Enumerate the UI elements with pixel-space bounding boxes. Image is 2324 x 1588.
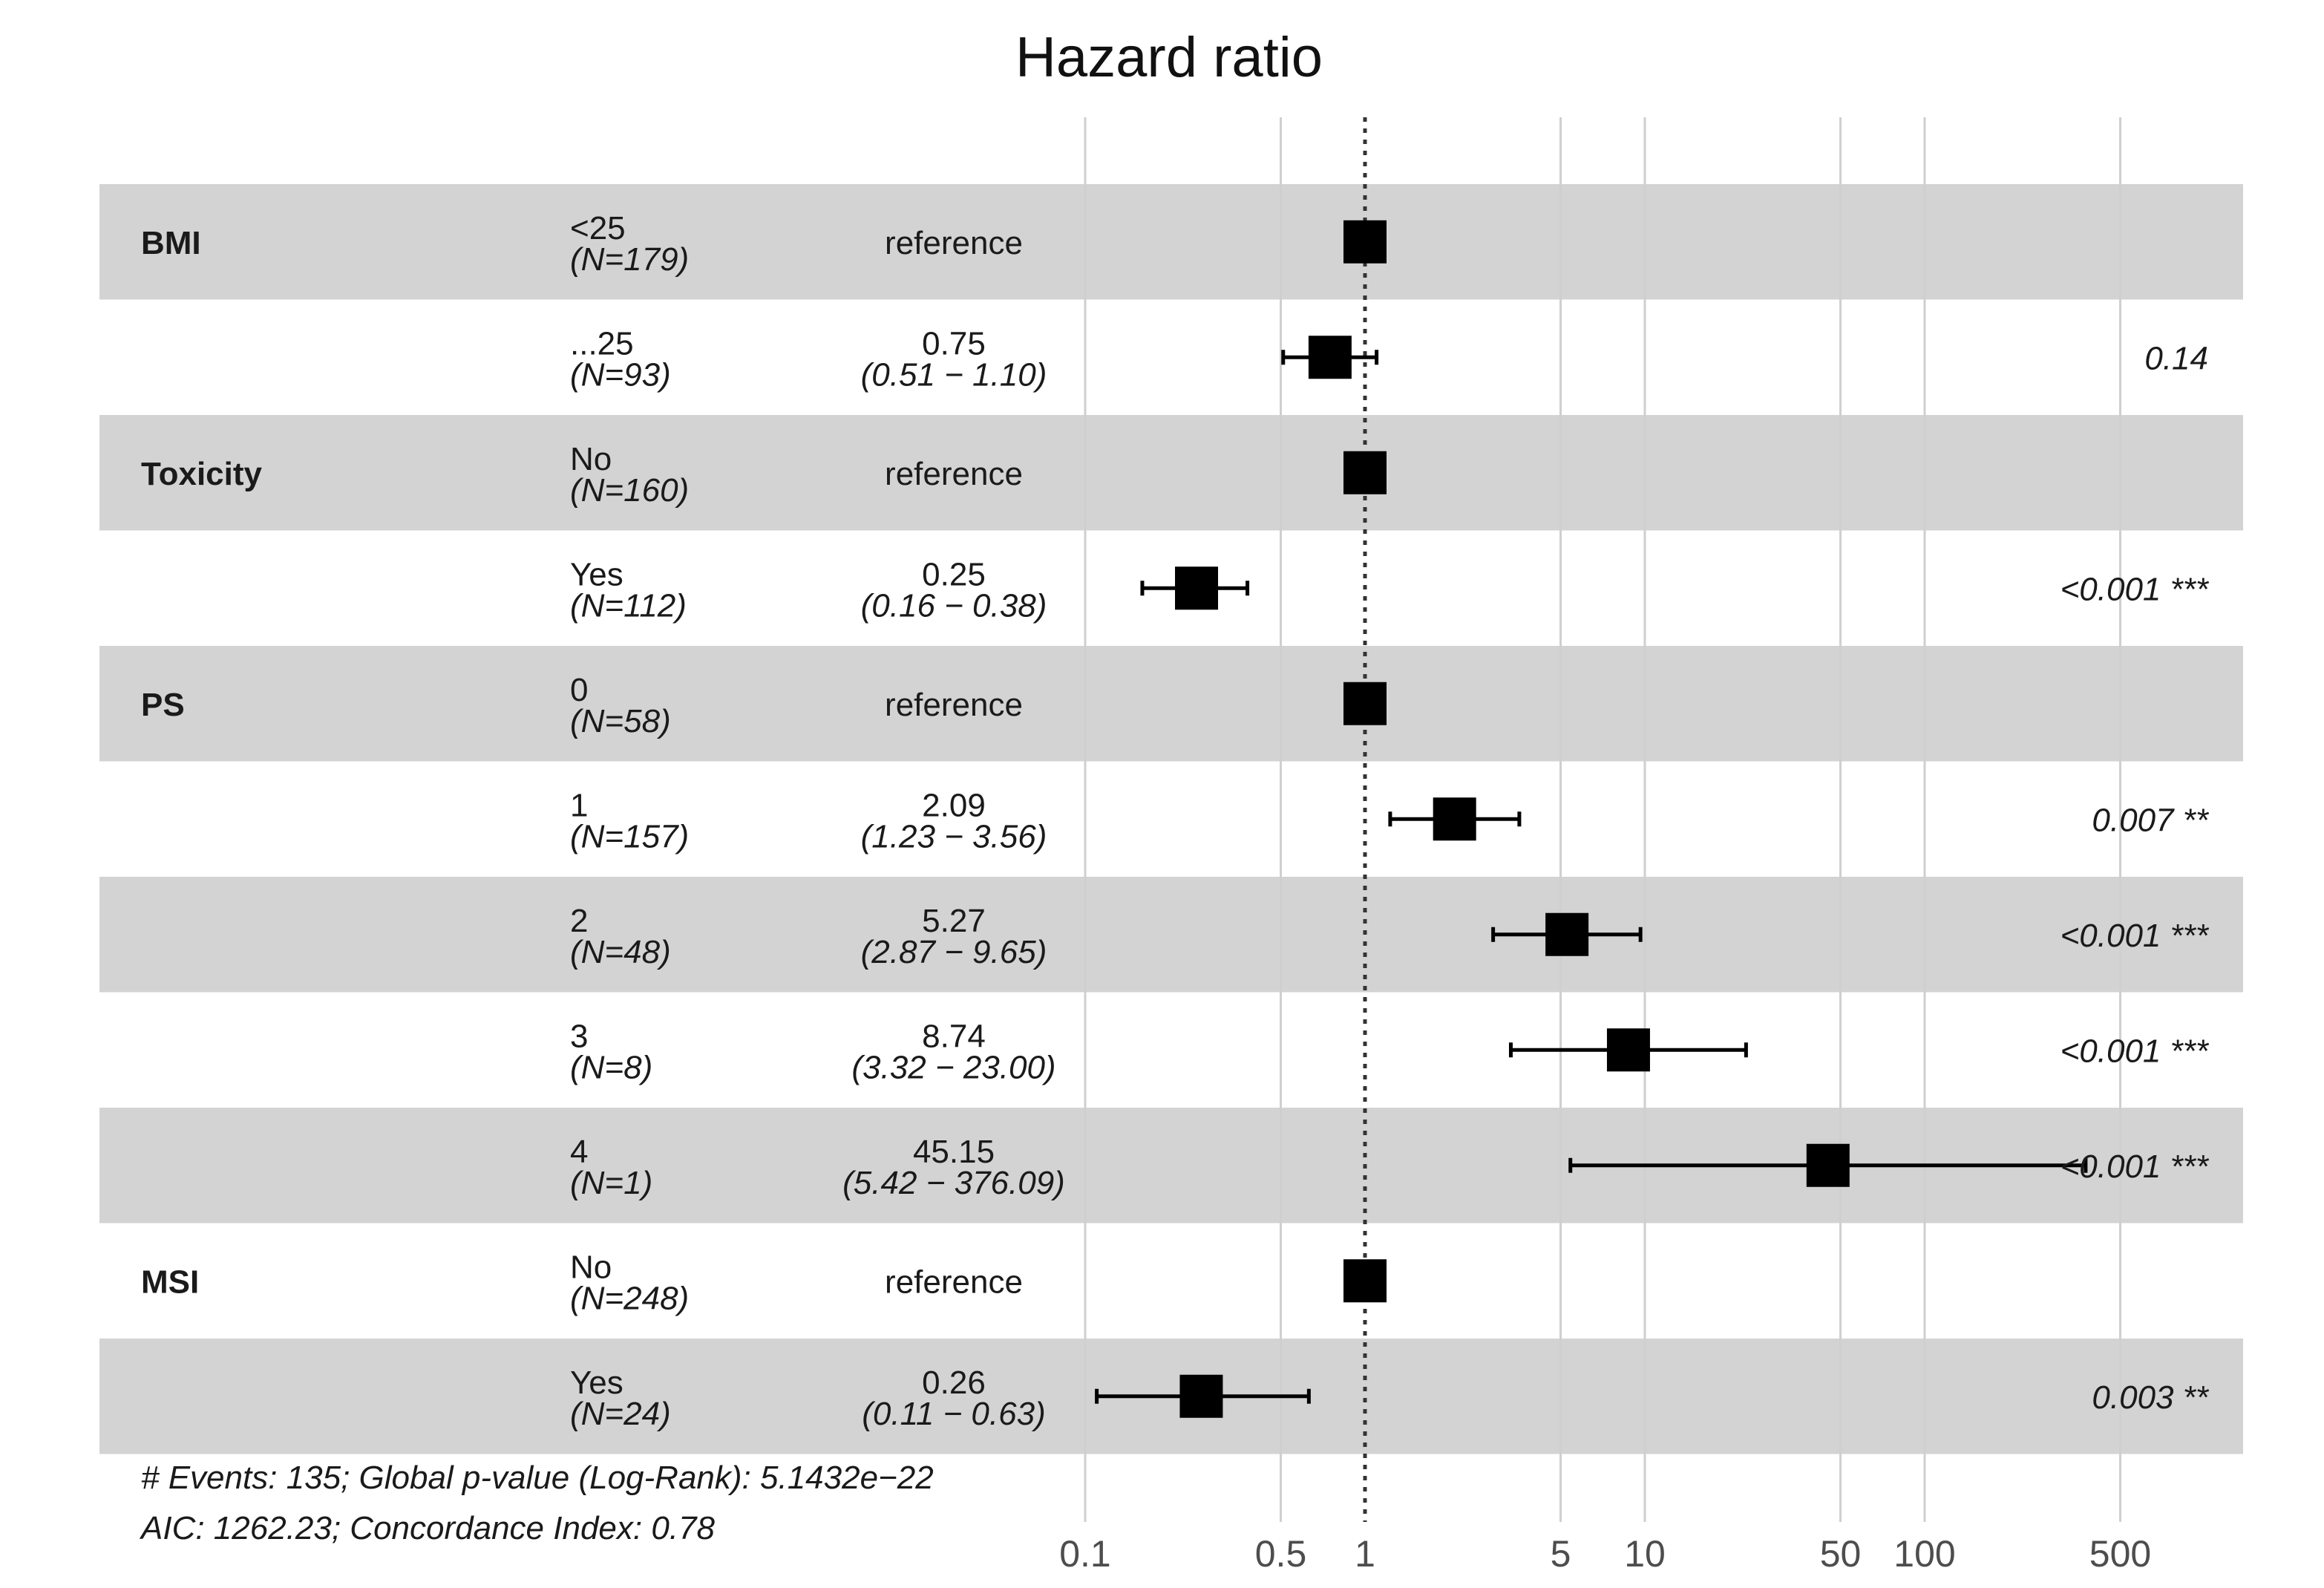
row-band xyxy=(99,877,2243,993)
ci-label: (2.87 − 9.65) xyxy=(861,934,1047,970)
hr-value: 45.15 xyxy=(913,1134,995,1170)
n-label: (N=179) xyxy=(570,241,689,278)
point-estimate xyxy=(1179,1374,1223,1418)
gridlines-layer xyxy=(1084,117,2122,1522)
row-band xyxy=(99,646,2243,762)
n-label: (N=48) xyxy=(570,934,671,970)
point-estimate xyxy=(1343,1259,1387,1303)
n-label: (N=248) xyxy=(570,1280,689,1316)
point-estimate xyxy=(1175,566,1219,610)
hr-value: reference xyxy=(885,1264,1023,1300)
point-estimate xyxy=(1308,336,1352,379)
point-estimate xyxy=(1343,220,1387,264)
hr-value: 2.09 xyxy=(922,787,986,823)
ci-label: (0.51 − 1.10) xyxy=(861,356,1047,393)
level-label: 0 xyxy=(570,672,588,708)
x-tick-label: 10 xyxy=(1624,1533,1666,1575)
x-tick-label: 5 xyxy=(1551,1533,1571,1575)
row-band xyxy=(99,184,2243,300)
point-estimate xyxy=(1433,797,1476,841)
level-label: No xyxy=(570,1249,612,1285)
ci-label: (3.32 − 23.00) xyxy=(851,1049,1055,1085)
hr-value: reference xyxy=(885,225,1023,261)
p-value: 0.007 ** xyxy=(2092,802,2209,838)
variable-label: Toxicity xyxy=(141,456,263,492)
estimates-layer xyxy=(1095,220,2088,1418)
ci-label: (1.23 − 3.56) xyxy=(861,818,1047,855)
x-tick-label: 50 xyxy=(1820,1533,1862,1575)
p-value: <0.001 *** xyxy=(2060,571,2210,607)
level-label: Yes xyxy=(570,556,623,592)
variable-label: MSI xyxy=(141,1264,199,1300)
x-tick-label: 1 xyxy=(1355,1533,1375,1575)
p-value: 0.003 ** xyxy=(2092,1379,2209,1416)
level-label: 1 xyxy=(570,787,588,823)
point-estimate xyxy=(1806,1143,1850,1187)
x-tick-label: 0.5 xyxy=(1255,1533,1307,1575)
n-label: (N=93) xyxy=(570,356,671,393)
x-tick-label: 0.1 xyxy=(1059,1533,1111,1575)
p-value: 0.14 xyxy=(2144,340,2208,376)
p-value: <0.001 *** xyxy=(2060,1033,2210,1069)
ci-label: (0.16 − 0.38) xyxy=(861,587,1047,624)
x-tick-label: 500 xyxy=(2089,1533,2151,1575)
row-shading-layer xyxy=(99,184,2243,1454)
point-estimate xyxy=(1343,451,1387,494)
variable-label: PS xyxy=(141,687,185,723)
table-text-layer: BMI <25(N=179) reference...25(N=93)0.75(0.… xyxy=(141,210,2210,1432)
point-estimate xyxy=(1343,682,1387,725)
hr-value: reference xyxy=(885,687,1023,723)
x-tick-label: 100 xyxy=(1893,1533,1955,1575)
hr-value: 0.75 xyxy=(922,325,986,362)
ci-label: (5.42 − 376.09) xyxy=(842,1165,1065,1201)
level-label: 2 xyxy=(570,903,588,939)
n-label: (N=24) xyxy=(570,1396,671,1432)
hr-value: 8.74 xyxy=(922,1018,986,1054)
level-label: <25 xyxy=(570,210,626,246)
hr-value: 0.25 xyxy=(922,556,986,592)
p-value: <0.001 *** xyxy=(2060,918,2210,954)
level-label: 4 xyxy=(570,1134,588,1170)
x-axis-layer: 0.1 0.5 1 5 10 50 100 500 xyxy=(1059,1533,2151,1575)
point-estimate xyxy=(1545,912,1589,956)
hr-value: 5.27 xyxy=(922,903,986,939)
level-label: ...25 xyxy=(570,325,634,362)
row-band xyxy=(99,415,2243,531)
level-label: No xyxy=(570,441,612,477)
hr-value: 0.26 xyxy=(922,1365,986,1401)
point-estimate xyxy=(1606,1028,1650,1072)
n-label: (N=112) xyxy=(570,587,687,624)
footnote-line: AIC: 1262.23; Concordance Index: 0.78 xyxy=(139,1510,715,1546)
footnote-line: # Events: 135; Global p-value (Log-Rank)… xyxy=(141,1460,934,1496)
n-label: (N=1) xyxy=(570,1165,652,1201)
footnote: # Events: 135; Global p-value (Log-Rank)… xyxy=(139,1460,934,1546)
n-label: (N=58) xyxy=(570,703,671,739)
n-label: (N=8) xyxy=(570,1049,652,1085)
level-label: Yes xyxy=(570,1365,623,1401)
level-label: 3 xyxy=(570,1018,588,1054)
p-value: <0.001 *** xyxy=(2060,1148,2210,1185)
n-label: (N=160) xyxy=(570,472,689,509)
variable-label: BMI xyxy=(141,225,201,261)
hr-value: reference xyxy=(885,456,1023,492)
ci-label: (0.11 − 0.63) xyxy=(862,1396,1045,1432)
chart-title: Hazard ratio xyxy=(1015,26,1323,89)
n-label: (N=157) xyxy=(570,818,689,855)
